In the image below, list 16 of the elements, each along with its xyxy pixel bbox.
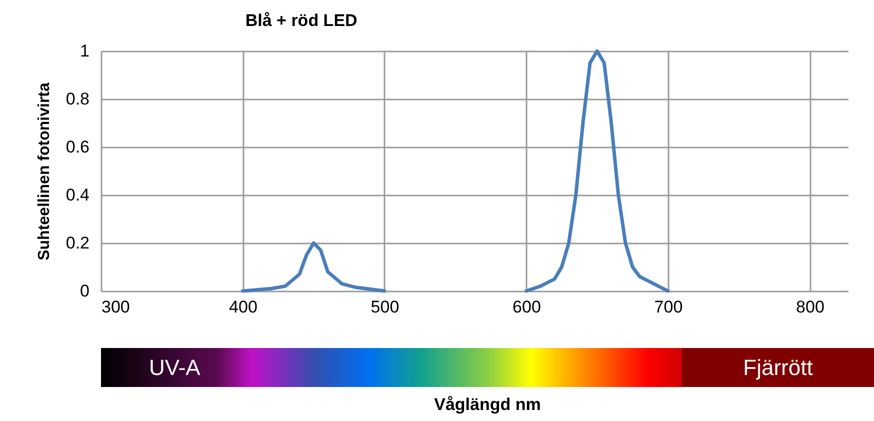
y-tick-label: 0 [80,282,90,300]
y-axis-title: Suhteellinen fotonivirta [36,82,53,260]
x-tick-label: 700 [654,298,683,316]
x-tick-label: 300 [102,298,130,316]
chart-title: Blå + röd LED [245,11,358,30]
y-tick-label: 1 [80,42,90,60]
x-tick-label: 600 [512,298,541,316]
y-tick-label: 0.8 [66,90,90,108]
x-tick-label: 800 [796,298,824,316]
text: Våglängd nm [433,395,542,415]
spectrum-strip: UV-A Fjärrött [101,348,874,387]
y-tick-label: 0.2 [66,234,90,252]
x-tick-label: 500 [370,298,400,316]
x-tick-label: 400 [229,298,258,316]
y-tick-label: 0.4 [66,186,90,204]
y-tick-label: 0.6 [66,138,90,156]
